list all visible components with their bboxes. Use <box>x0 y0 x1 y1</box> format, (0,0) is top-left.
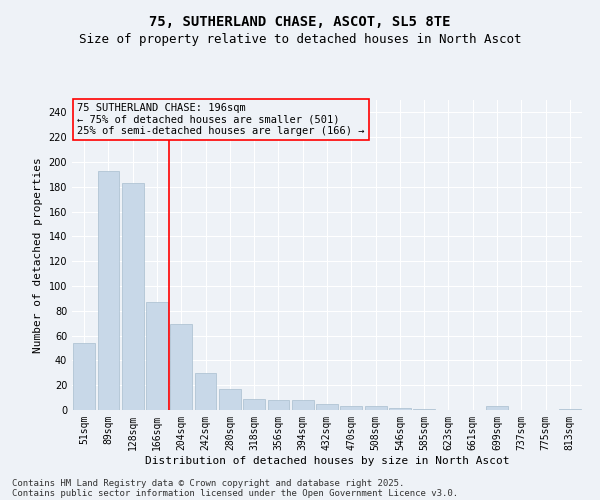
X-axis label: Distribution of detached houses by size in North Ascot: Distribution of detached houses by size … <box>145 456 509 466</box>
Bar <box>559 409 581 410</box>
Bar <box>365 406 386 410</box>
Bar <box>73 343 95 410</box>
Bar <box>316 404 338 410</box>
Bar <box>122 183 143 410</box>
Text: 75 SUTHERLAND CHASE: 196sqm
← 75% of detached houses are smaller (501)
25% of se: 75 SUTHERLAND CHASE: 196sqm ← 75% of det… <box>77 103 365 136</box>
Text: Size of property relative to detached houses in North Ascot: Size of property relative to detached ho… <box>79 32 521 46</box>
Bar <box>219 389 241 410</box>
Text: Contains public sector information licensed under the Open Government Licence v3: Contains public sector information licen… <box>12 488 458 498</box>
Bar <box>146 302 168 410</box>
Bar <box>292 400 314 410</box>
Bar <box>97 170 119 410</box>
Y-axis label: Number of detached properties: Number of detached properties <box>33 157 43 353</box>
Bar <box>194 373 217 410</box>
Bar <box>243 399 265 410</box>
Text: 75, SUTHERLAND CHASE, ASCOT, SL5 8TE: 75, SUTHERLAND CHASE, ASCOT, SL5 8TE <box>149 15 451 29</box>
Bar <box>170 324 192 410</box>
Text: Contains HM Land Registry data © Crown copyright and database right 2025.: Contains HM Land Registry data © Crown c… <box>12 478 404 488</box>
Bar <box>340 406 362 410</box>
Bar <box>486 406 508 410</box>
Bar <box>413 409 435 410</box>
Bar <box>389 408 411 410</box>
Bar <box>268 400 289 410</box>
